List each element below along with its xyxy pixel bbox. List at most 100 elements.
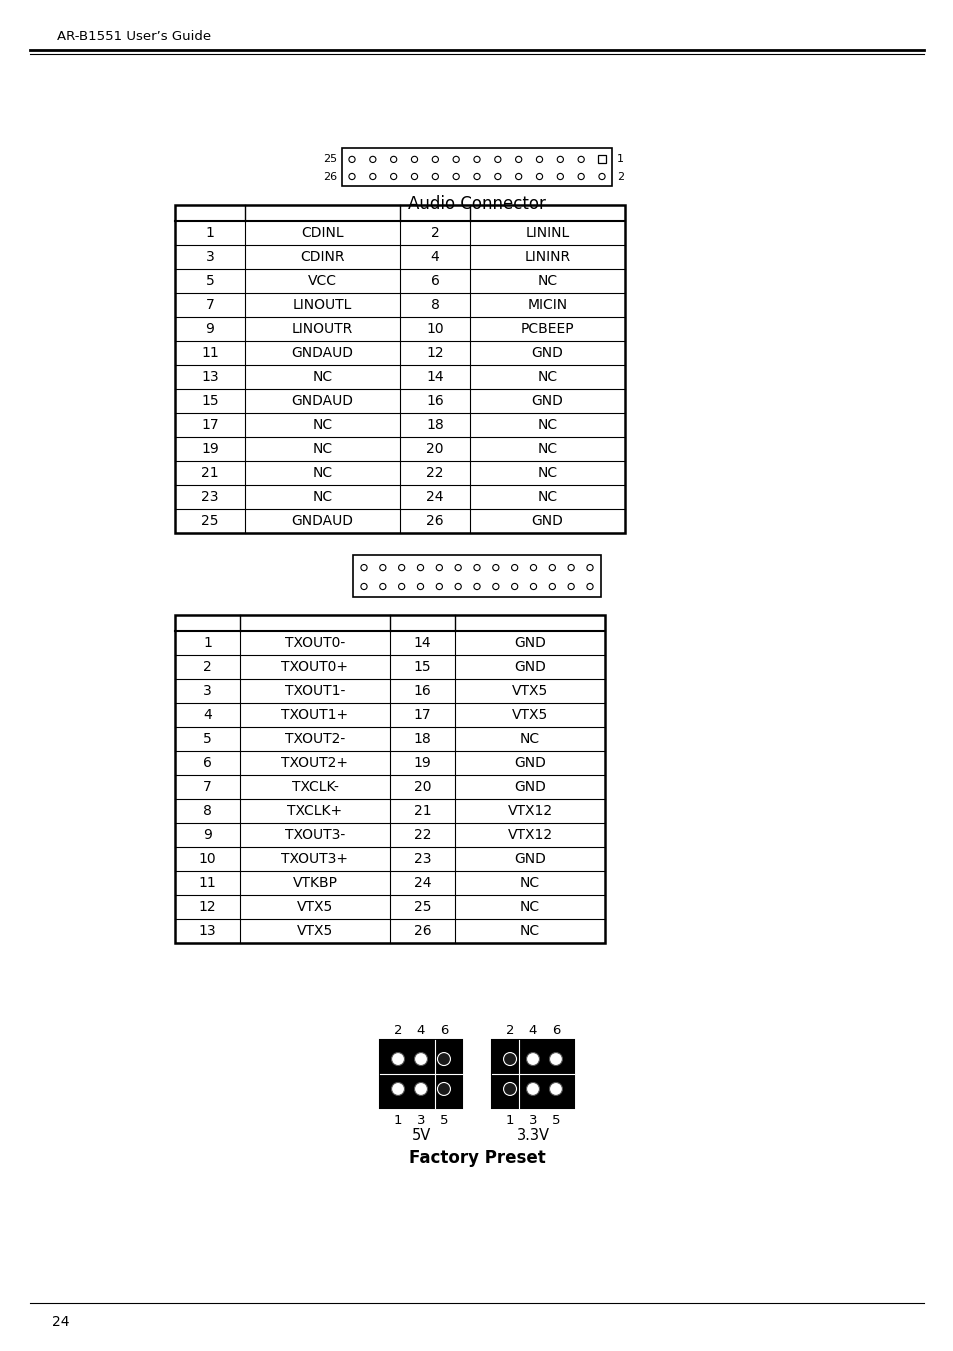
- Bar: [492, 1040, 574, 1108]
- Circle shape: [526, 1082, 538, 1096]
- Text: 13: 13: [201, 370, 218, 384]
- Circle shape: [557, 173, 563, 180]
- Text: 25: 25: [322, 154, 336, 165]
- Circle shape: [557, 157, 563, 162]
- Text: 22: 22: [414, 828, 431, 842]
- Text: 9: 9: [203, 828, 212, 842]
- Circle shape: [436, 565, 442, 570]
- Text: 18: 18: [426, 417, 443, 432]
- Text: 6: 6: [551, 1024, 559, 1036]
- Circle shape: [567, 584, 574, 589]
- Text: NC: NC: [519, 732, 539, 746]
- Bar: [174, 205, 624, 534]
- Circle shape: [432, 157, 438, 162]
- Circle shape: [598, 173, 604, 180]
- Text: 3: 3: [416, 1113, 425, 1127]
- Text: TXOUT1-: TXOUT1-: [285, 684, 345, 698]
- Circle shape: [492, 565, 498, 570]
- Text: 21: 21: [414, 804, 431, 817]
- Text: 14: 14: [414, 636, 431, 650]
- Text: 16: 16: [414, 684, 431, 698]
- Text: 6: 6: [203, 757, 212, 770]
- Text: 25: 25: [414, 900, 431, 915]
- Circle shape: [474, 565, 479, 570]
- Text: 3: 3: [206, 250, 214, 263]
- Circle shape: [417, 565, 423, 570]
- Circle shape: [511, 584, 517, 589]
- Circle shape: [379, 584, 386, 589]
- Text: GND: GND: [514, 757, 545, 770]
- Text: 23: 23: [201, 490, 218, 504]
- Text: LININL: LININL: [525, 226, 569, 240]
- Text: 11: 11: [201, 346, 218, 359]
- Text: 16: 16: [426, 394, 443, 408]
- Text: 1: 1: [205, 226, 214, 240]
- Circle shape: [549, 565, 555, 570]
- Text: VCC: VCC: [308, 274, 336, 288]
- Text: VTX12: VTX12: [507, 804, 552, 817]
- Text: NC: NC: [519, 900, 539, 915]
- Bar: [174, 615, 604, 943]
- Text: 12: 12: [426, 346, 443, 359]
- Circle shape: [411, 173, 417, 180]
- Circle shape: [437, 1052, 450, 1066]
- Text: 20: 20: [426, 442, 443, 457]
- Circle shape: [390, 173, 396, 180]
- Text: GND: GND: [514, 852, 545, 866]
- Circle shape: [567, 565, 574, 570]
- Text: GND: GND: [514, 636, 545, 650]
- Text: TXOUT0+: TXOUT0+: [281, 661, 348, 674]
- Circle shape: [511, 565, 517, 570]
- Circle shape: [455, 584, 461, 589]
- Text: 9: 9: [205, 322, 214, 336]
- Text: 5: 5: [203, 732, 212, 746]
- Text: VTKBP: VTKBP: [293, 875, 337, 890]
- Text: NC: NC: [537, 490, 557, 504]
- Circle shape: [360, 565, 367, 570]
- Text: 15: 15: [201, 394, 218, 408]
- Text: 7: 7: [206, 299, 214, 312]
- Text: NC: NC: [537, 417, 557, 432]
- Text: GND: GND: [514, 780, 545, 794]
- Text: 4: 4: [203, 708, 212, 721]
- Text: NC: NC: [537, 370, 557, 384]
- Circle shape: [586, 584, 593, 589]
- Text: 17: 17: [201, 417, 218, 432]
- Circle shape: [379, 565, 386, 570]
- Circle shape: [415, 1082, 427, 1096]
- Text: 12: 12: [198, 900, 216, 915]
- Text: 1: 1: [394, 1113, 402, 1127]
- Text: AR-B1551 User’s Guide: AR-B1551 User’s Guide: [57, 31, 211, 43]
- Circle shape: [530, 565, 536, 570]
- Text: MICIN: MICIN: [527, 299, 567, 312]
- Text: 26: 26: [426, 513, 443, 528]
- Circle shape: [530, 584, 536, 589]
- Bar: [353, 555, 600, 597]
- Text: 22: 22: [426, 466, 443, 480]
- Text: 20: 20: [414, 780, 431, 794]
- Circle shape: [370, 157, 375, 162]
- Circle shape: [515, 173, 521, 180]
- Text: 2: 2: [505, 1024, 514, 1036]
- Text: 10: 10: [426, 322, 443, 336]
- Circle shape: [455, 565, 461, 570]
- Circle shape: [417, 584, 423, 589]
- Text: NC: NC: [519, 875, 539, 890]
- Text: GND: GND: [531, 513, 563, 528]
- Text: 19: 19: [414, 757, 431, 770]
- Text: NC: NC: [313, 417, 333, 432]
- Text: 14: 14: [426, 370, 443, 384]
- Text: NC: NC: [313, 490, 333, 504]
- Text: TXOUT3-: TXOUT3-: [285, 828, 345, 842]
- Text: 2: 2: [617, 172, 623, 181]
- Circle shape: [549, 584, 555, 589]
- Circle shape: [503, 1052, 516, 1066]
- Text: 6: 6: [430, 274, 439, 288]
- Text: 19: 19: [201, 442, 218, 457]
- Circle shape: [437, 1082, 450, 1096]
- Text: 13: 13: [198, 924, 216, 938]
- Text: 5: 5: [551, 1113, 559, 1127]
- Text: GNDAUD: GNDAUD: [292, 394, 354, 408]
- Text: 6: 6: [439, 1024, 448, 1036]
- Circle shape: [390, 157, 396, 162]
